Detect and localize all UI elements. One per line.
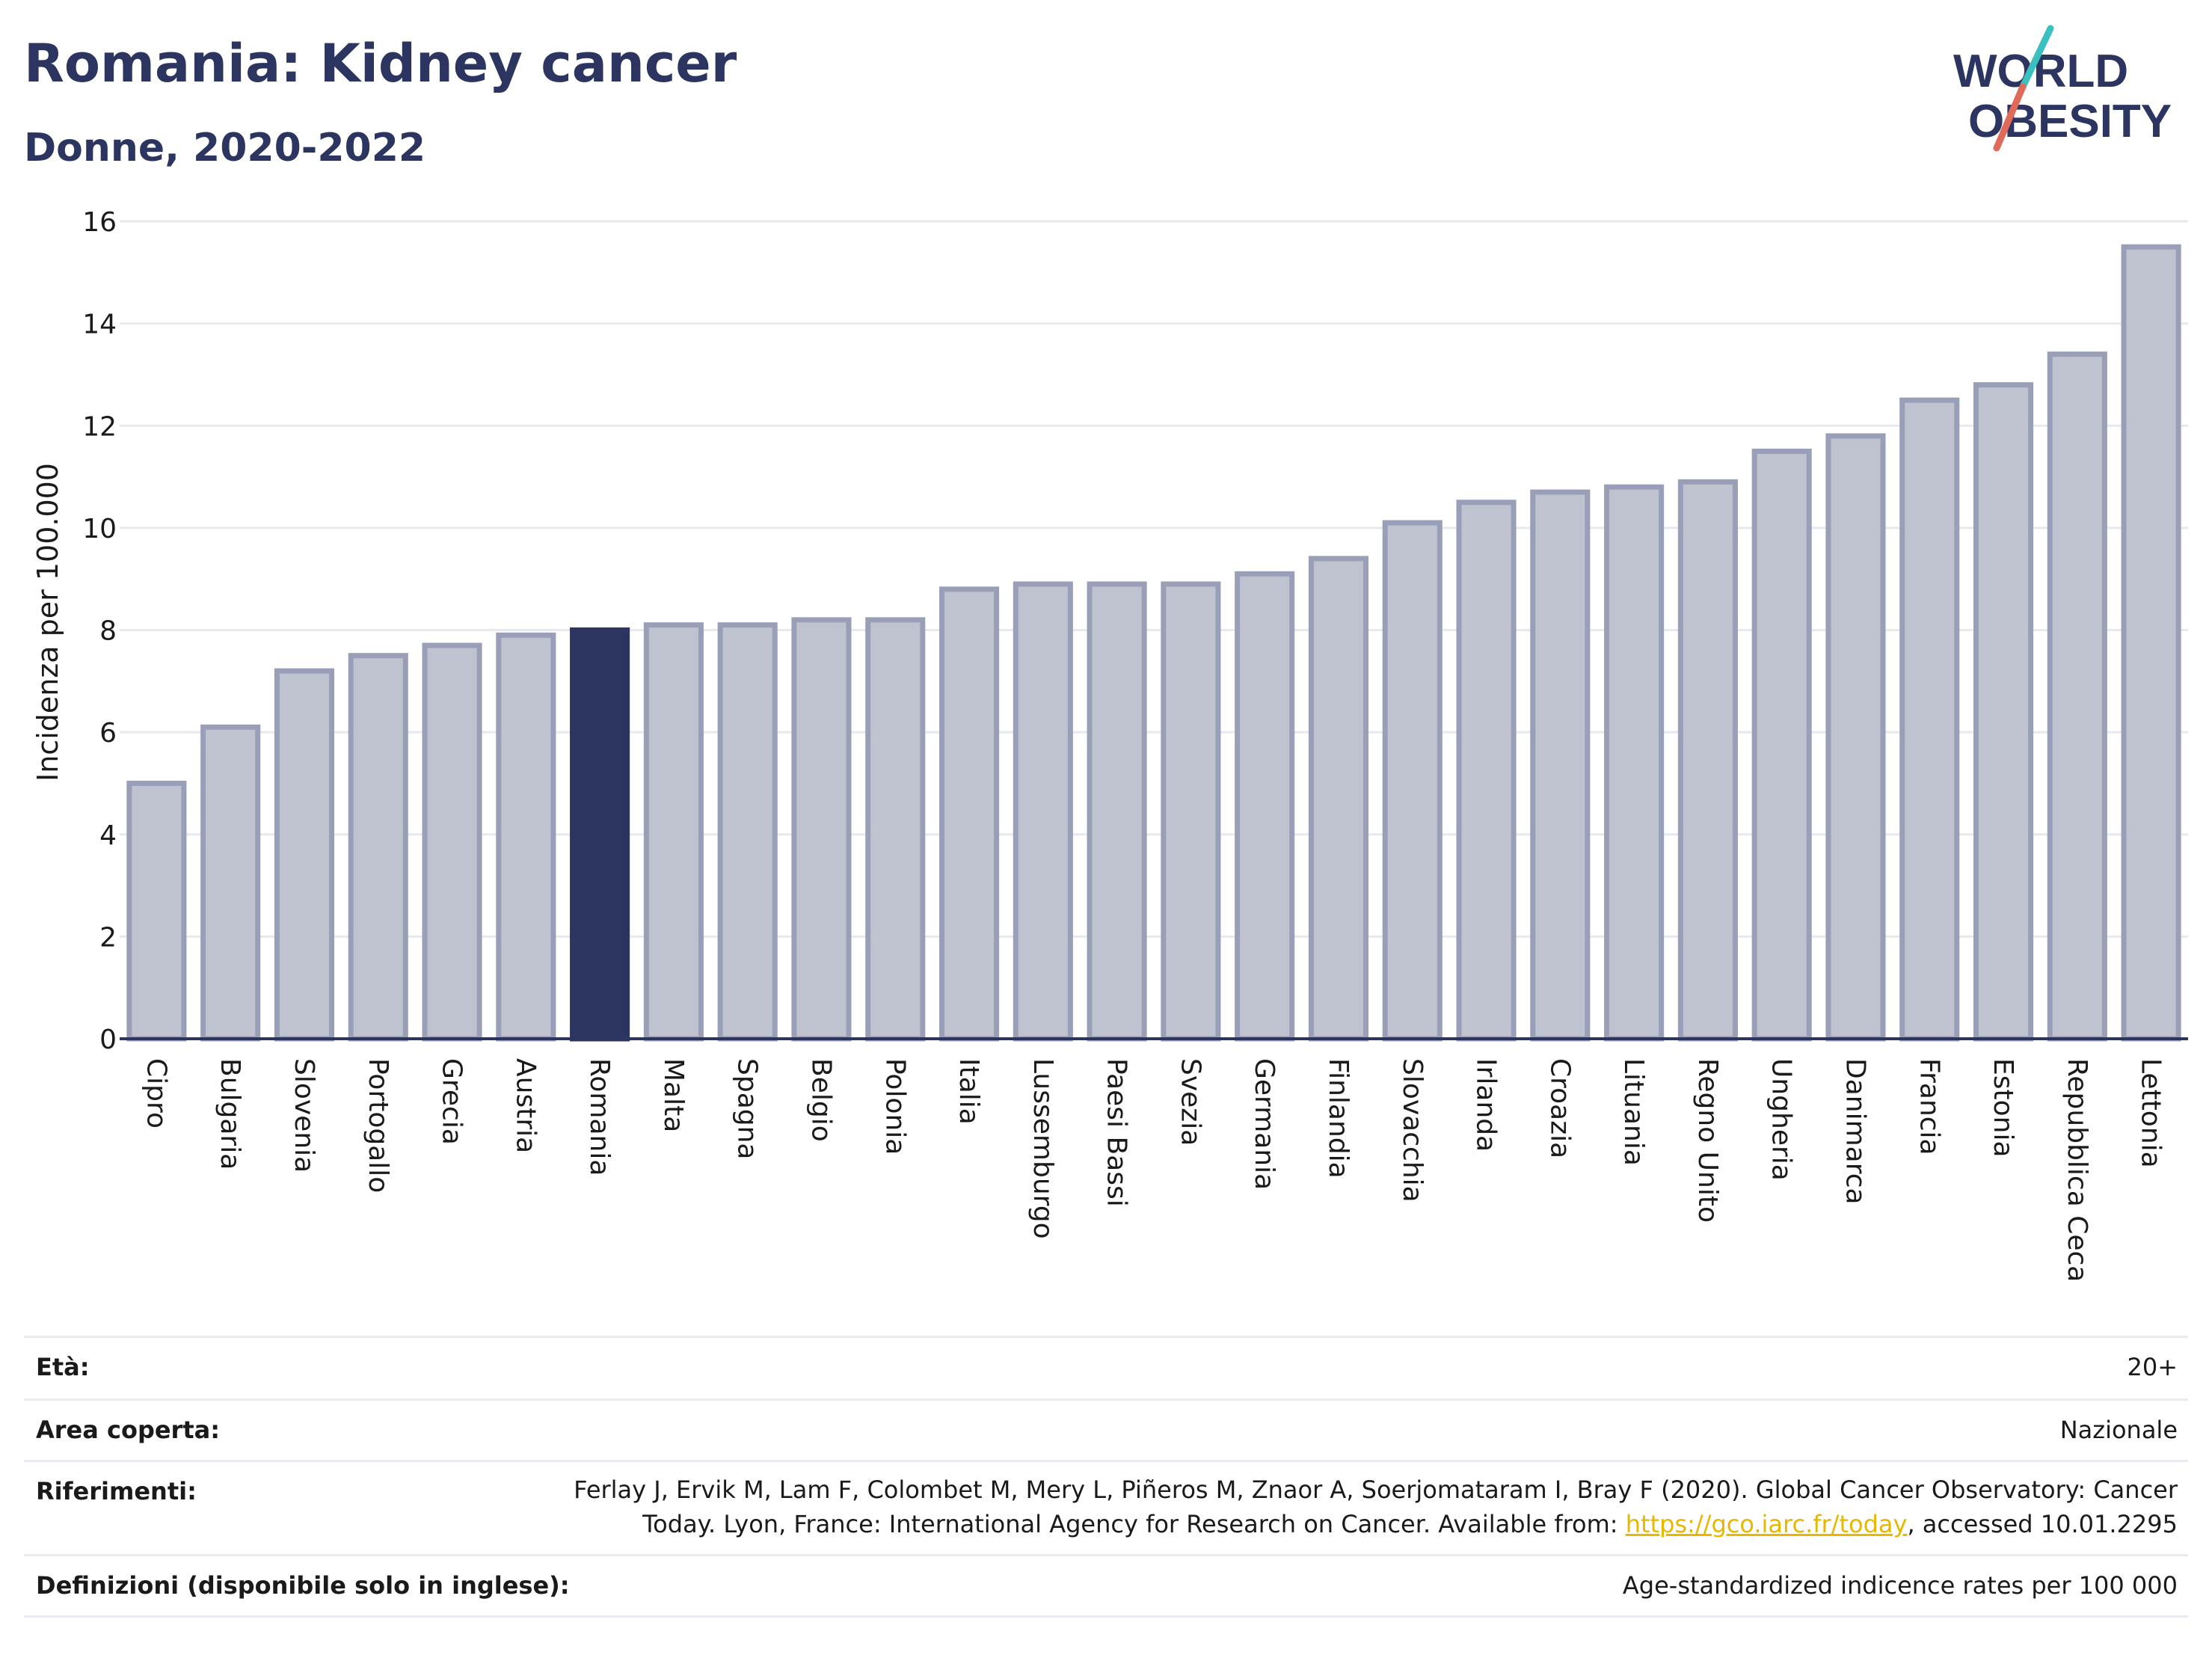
x-tick-label: Lituania [1618,1058,1649,1166]
bar-romania [570,627,630,1042]
y-tick-label: 8 [99,616,117,647]
bar-lituania [1604,484,1665,1042]
bar-lussemburgo [1013,581,1073,1042]
area-value: Nazionale [2059,1416,2178,1444]
bar-francia [1899,397,1960,1042]
x-tick-label: Croazia [1544,1058,1575,1158]
refs-line1: Ferlay J, Ervik M, Lam F, Colombet M, Me… [574,1476,2178,1504]
bar-malta [643,622,704,1042]
bar-lettonia [2121,244,2181,1042]
bar-irlanda [1456,500,1517,1042]
x-tick-label: Cipro [141,1058,171,1129]
bar-repubblica-ceca [2047,351,2107,1042]
x-tick-label: Slovacchia [1397,1058,1428,1203]
x-tick-label: Spagna [732,1058,763,1160]
x-tick-label: Italia [953,1058,984,1125]
age-value: 20+ [2127,1353,2178,1381]
x-axis-labels: Cipro Bulgaria Slovenia Portogallo Grecia Aus… [141,1058,2166,1282]
bar-regno-unito [1677,479,1738,1042]
x-tick-label: Austria [510,1058,541,1153]
x-tick-label: Grecia [437,1058,467,1145]
x-tick-label: Germania [1249,1058,1279,1190]
bar-grecia [422,642,482,1042]
info-row-age: Età: 20+ [24,1336,2188,1398]
world-obesity-logo: WORLD OBESITY [1953,25,2172,152]
x-tick-label: Polonia [879,1058,910,1155]
x-tick-label: Repubblica Ceca [2062,1058,2092,1282]
x-tick-label: Svezia [1175,1058,1205,1146]
bar-chart: 0 2 4 6 8 10 12 14 16 Cipro Bulgaria Slovenia Porto… [82,207,2188,1282]
area-label: Area coperta: [36,1416,221,1444]
bar-svezia [1161,581,1221,1042]
bar-spagna [717,622,778,1042]
page-subtitle: Donne, 2020-2022 [24,126,426,171]
y-tick-label: 12 [82,411,117,442]
refs-line2: Today. Lyon, France: International Agenc… [642,1510,2178,1538]
bar-estonia [1973,382,2034,1042]
bar-germania [1235,571,1295,1042]
page-title: Romania: Kidney cancer [24,33,737,94]
refs-link[interactable]: https://gco.iarc.fr/today [1625,1510,1908,1538]
bar-belgio [791,617,852,1042]
y-tick-label: 14 [82,310,117,340]
y-tick-label: 6 [99,718,117,749]
y-tick-label: 4 [99,820,117,851]
bar-ungheria [1751,448,1812,1042]
x-tick-label: Lussemburgo [1027,1058,1058,1239]
x-tick-label: Danimarca [1840,1058,1870,1205]
y-tick-label: 0 [99,1025,117,1055]
x-tick-label: Slovenia [289,1058,319,1173]
y-tick-label: 10 [82,514,117,544]
age-label: Età: [36,1353,90,1381]
info-table-bottom-border [24,1615,2188,1618]
info-row-definitions: Definizioni (disponibile solo in inglese… [24,1554,2188,1615]
def-label: Definizioni (disponibile solo in inglese… [36,1571,570,1600]
x-tick-label: Belgio [805,1058,836,1142]
y-axis-title: Incidenza per 100.000 [31,463,64,782]
bar-bulgaria [200,724,261,1042]
bar-cipro [126,780,187,1042]
bar-portogallo [348,653,408,1042]
x-tick-label: Estonia [1988,1058,2018,1158]
bar-polonia [865,617,926,1042]
x-tick-label: Portogallo [363,1058,393,1193]
refs-text: Ferlay J, Ervik M, Lam F, Colombet M, Me… [574,1473,2178,1541]
bar-austria [496,632,556,1042]
x-tick-label: Malta [658,1058,689,1132]
x-tick-label: Irlanda [1471,1058,1502,1152]
bar-finlandia [1308,556,1369,1042]
y-tick-label: 16 [82,207,117,238]
chart-bars [120,244,2188,1042]
y-tick-label: 2 [99,922,117,953]
x-tick-label: Bulgaria [215,1058,245,1170]
x-tick-label: Francia [1914,1058,1944,1155]
x-tick-label: Paesi Bassi [1102,1058,1132,1207]
info-row-area: Area coperta: Nazionale [24,1398,2188,1460]
refs-label: Riferimenti: [36,1477,197,1505]
y-axis-ticks: 0 2 4 6 8 10 12 14 16 [82,207,117,1055]
bar-paesi-bassi [1087,581,1147,1042]
bar-italia [938,586,1000,1042]
bar-slovenia [274,668,335,1042]
def-value: Age-standardized indicence rates per 100… [1622,1571,2178,1600]
bar-slovacchia [1382,520,1443,1042]
x-tick-label: Lettonia [2136,1058,2166,1168]
x-tick-label: Romania [584,1058,615,1176]
x-tick-label: Regno Unito [1692,1058,1723,1223]
info-row-references: Riferimenti: Ferlay J, Ervik M, Lam F, C… [24,1460,2188,1554]
bar-danimarca [1825,433,1886,1042]
x-tick-label: Finlandia [1323,1058,1354,1179]
x-tick-label: Ungheria [1766,1058,1797,1181]
bar-croazia [1530,489,1591,1042]
